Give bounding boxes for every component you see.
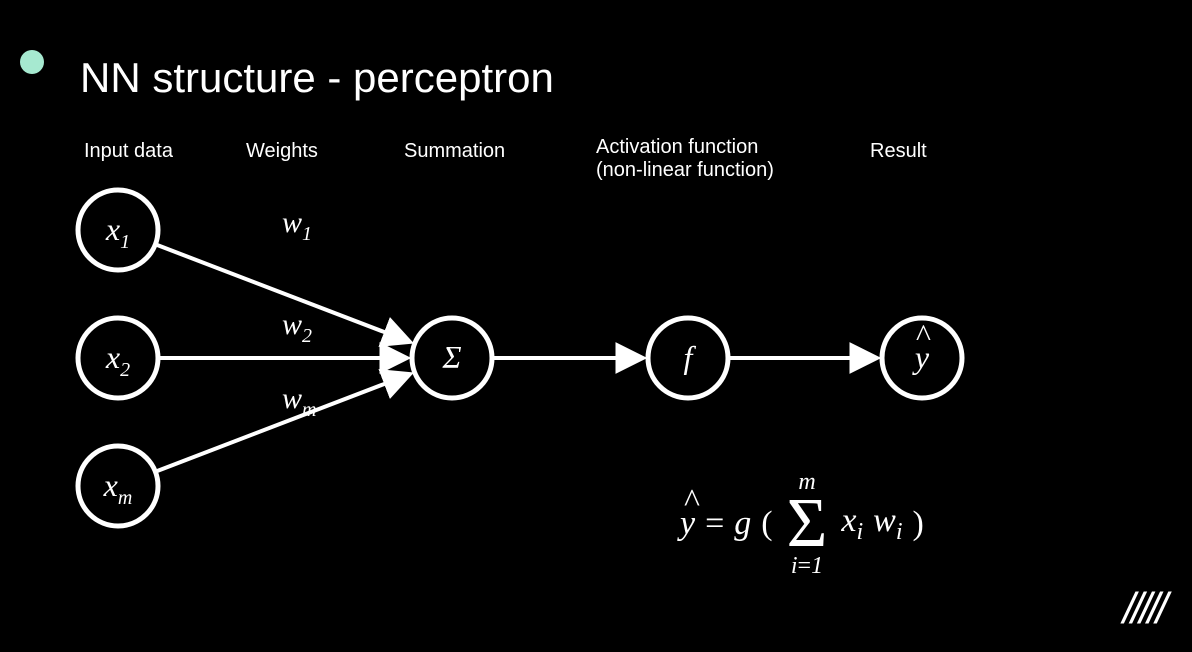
- node-xm: xm: [78, 446, 158, 526]
- weight-label-m: wm: [282, 382, 316, 421]
- node-label-xm: xm: [103, 467, 133, 509]
- node-x1: x1: [78, 190, 158, 270]
- column-label-sum: Summation: [404, 140, 505, 163]
- svg-text:^: ^: [915, 317, 931, 353]
- column-label-result: Result: [870, 140, 927, 163]
- perceptron-formula: ^y=g(mΣi=1xiwi): [680, 470, 924, 578]
- weight-label-2: w2: [282, 308, 312, 347]
- hash-decoration: /////: [1123, 584, 1164, 634]
- weight-label-1: w1: [282, 206, 312, 245]
- node-sum: Σ: [412, 318, 492, 398]
- column-label-input: Input data: [84, 140, 173, 163]
- node-y: y^: [882, 317, 962, 398]
- bullet-dot: [20, 50, 44, 74]
- slide-title: NN structure - perceptron: [80, 54, 554, 102]
- edge-xm-sum: [157, 374, 409, 471]
- column-label-act: Activation function (non-linear function…: [596, 136, 774, 182]
- node-label-x1: x1: [105, 211, 130, 253]
- column-label-weights: Weights: [246, 140, 318, 163]
- node-label-y: y: [912, 339, 930, 375]
- node-label-sum: Σ: [441, 339, 461, 375]
- node-x2: x2: [78, 318, 158, 398]
- edge-x1-sum: [157, 245, 409, 342]
- node-label-f: f: [684, 339, 697, 375]
- node-f: f: [648, 318, 728, 398]
- node-label-x2: x2: [105, 339, 130, 381]
